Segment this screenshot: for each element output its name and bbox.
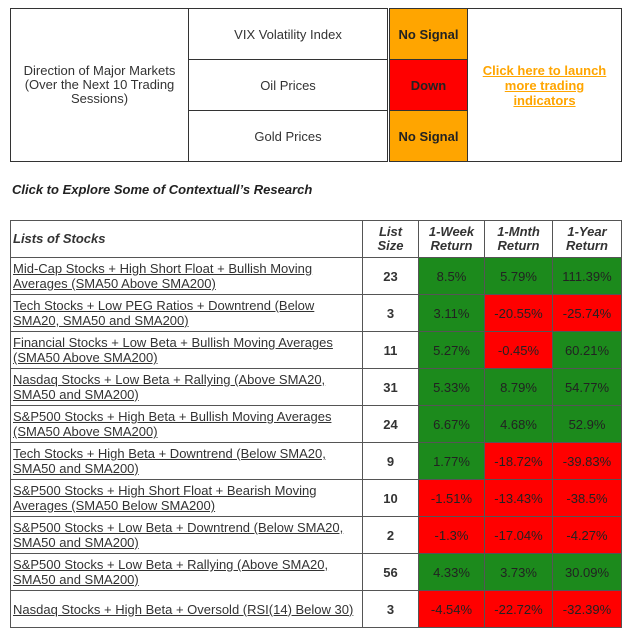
return-cell: -32.39% — [552, 590, 622, 628]
stock-row: Financial Stocks + Low Beta + Bullish Mo… — [10, 331, 622, 369]
list-size: 24 — [362, 405, 419, 443]
return-cell: 111.39% — [552, 257, 622, 295]
return-cell: -13.43% — [484, 479, 553, 517]
list-cell: Financial Stocks + Low Beta + Bullish Mo… — [10, 331, 363, 369]
return-cell: 54.77% — [552, 368, 622, 406]
list-size: 56 — [362, 553, 419, 591]
stock-row: S&P500 Stocks + High Short Float + Beari… — [10, 479, 622, 517]
list-size: 10 — [362, 479, 419, 517]
list-cell: Tech Stocks + High Beta + Downtrend (Bel… — [10, 442, 363, 480]
return-cell: -1.3% — [418, 516, 485, 554]
signal: No Signal — [387, 8, 468, 60]
return-cell: 8.79% — [484, 368, 553, 406]
signals-table: Direction of Major Markets (Over the Nex… — [10, 8, 622, 162]
list-link[interactable]: S&P500 Stocks + High Short Float + Beari… — [13, 483, 317, 513]
list-link[interactable]: Mid-Cap Stocks + High Short Float + Bull… — [13, 261, 313, 291]
return-cell: 60.21% — [552, 331, 622, 369]
return-cell: -38.5% — [552, 479, 622, 517]
return-cell: 5.33% — [418, 368, 485, 406]
return-cell: -4.27% — [552, 516, 622, 554]
signal: No Signal — [387, 110, 468, 162]
return-cell: -4.54% — [418, 590, 485, 628]
column-header: 1-Year Return — [552, 220, 622, 258]
list-link[interactable]: Tech Stocks + High Beta + Downtrend (Bel… — [13, 446, 326, 476]
return-cell: -25.74% — [552, 294, 622, 332]
list-cell: S&P500 Stocks + High Short Float + Beari… — [10, 479, 363, 517]
link-cell: Click here to launch more trading indica… — [467, 8, 622, 162]
signal-row: Gold Prices No Signal — [11, 110, 622, 162]
heading: Click to Explore Some of Contextuall’s R… — [12, 182, 313, 197]
return-cell: -18.72% — [484, 442, 553, 480]
launch-link[interactable]: Click here to launch more trading indica… — [482, 62, 607, 108]
list-link[interactable]: Nasdaq Stocks + High Beta + Oversold (RS… — [13, 601, 354, 617]
list-cell: Nasdaq Stocks + High Beta + Oversold (RS… — [10, 590, 363, 628]
list-link[interactable]: Nasdaq Stocks + Low Beta + Rallying (Abo… — [13, 372, 326, 402]
column-header: 1-Week Return — [418, 220, 485, 258]
return-cell: 5.27% — [418, 331, 485, 369]
list-size: 9 — [362, 442, 419, 480]
return-cell: 4.33% — [418, 553, 485, 591]
column-header: Lists of Stocks — [10, 220, 363, 258]
list-cell: Tech Stocks + Low PEG Ratios + Downtrend… — [10, 294, 363, 332]
indicator-label: Oil Prices — [188, 59, 389, 111]
list-link[interactable]: Financial Stocks + Low Beta + Bullish Mo… — [13, 335, 333, 365]
list-cell: Mid-Cap Stocks + High Short Float + Bull… — [10, 257, 363, 295]
list-link[interactable]: S&P500 Stocks + Low Beta + Downtrend (Be… — [13, 520, 344, 550]
column-header: List Size — [362, 220, 419, 258]
indicator-label: Gold Prices — [188, 110, 389, 162]
stock-row: S&P500 Stocks + Low Beta + Rallying (Abo… — [10, 553, 622, 591]
stock-row: S&P500 Stocks + Low Beta + Downtrend (Be… — [10, 516, 622, 554]
return-cell: -17.04% — [484, 516, 553, 554]
return-cell: 1.77% — [418, 442, 485, 480]
stock-row: S&P500 Stocks + High Beta + Bullish Movi… — [10, 405, 622, 443]
list-link[interactable]: S&P500 Stocks + Low Beta + Rallying (Abo… — [13, 557, 329, 587]
return-cell: -20.55% — [484, 294, 553, 332]
return-cell: 6.67% — [418, 405, 485, 443]
list-size: 2 — [362, 516, 419, 554]
return-cell: 8.5% — [418, 257, 485, 295]
list-size: 31 — [362, 368, 419, 406]
stock-row: Tech Stocks + High Beta + Downtrend (Bel… — [10, 442, 622, 480]
return-cell: 3.11% — [418, 294, 485, 332]
return-cell: 52.9% — [552, 405, 622, 443]
return-cell: -22.72% — [484, 590, 553, 628]
list-cell: S&P500 Stocks + Low Beta + Rallying (Abo… — [10, 553, 363, 591]
header-row: Lists of Stocks List Size 1-Week Return 1-M… — [10, 220, 622, 258]
column-header: 1-Mnth Return — [484, 220, 553, 258]
direction-label: Direction of Major Markets (Over the Nex… — [10, 8, 189, 162]
stocks-table: Lists of Stocks List Size 1-Week Return 1-M… — [10, 220, 622, 628]
return-cell: -0.45% — [484, 331, 553, 369]
return-cell: -39.83% — [552, 442, 622, 480]
signal: Down — [387, 59, 468, 111]
list-link[interactable]: S&P500 Stocks + High Beta + Bullish Movi… — [13, 409, 332, 439]
list-cell: S&P500 Stocks + High Beta + Bullish Movi… — [10, 405, 363, 443]
signal-row: Direction of Major Markets (Over the Nex… — [10, 8, 622, 162]
indicator-label: VIX Volatility Index — [188, 8, 389, 60]
stock-row: Nasdaq Stocks + Low Beta + Rallying (Abo… — [10, 368, 622, 406]
return-cell: 4.68% — [484, 405, 553, 443]
list-size: 3 — [362, 590, 419, 628]
stock-row: Tech Stocks + Low PEG Ratios + Downtrend… — [10, 294, 622, 332]
signal-row: Oil Prices Down — [11, 59, 622, 111]
list-size: 11 — [362, 331, 419, 369]
list-link[interactable]: Tech Stocks + Low PEG Ratios + Downtrend… — [13, 298, 315, 328]
return-cell: 5.79% — [484, 257, 553, 295]
stock-row: Mid-Cap Stocks + High Short Float + Bull… — [10, 257, 622, 295]
return-cell: 3.73% — [484, 553, 553, 591]
return-cell: 30.09% — [552, 553, 622, 591]
stock-row: Nasdaq Stocks + High Beta + Oversold (RS… — [10, 590, 622, 628]
list-cell: S&P500 Stocks + Low Beta + Downtrend (Be… — [10, 516, 363, 554]
return-cell: -1.51% — [418, 479, 485, 517]
list-size: 23 — [362, 257, 419, 295]
list-cell: Nasdaq Stocks + Low Beta + Rallying (Abo… — [10, 368, 363, 406]
list-size: 3 — [362, 294, 419, 332]
